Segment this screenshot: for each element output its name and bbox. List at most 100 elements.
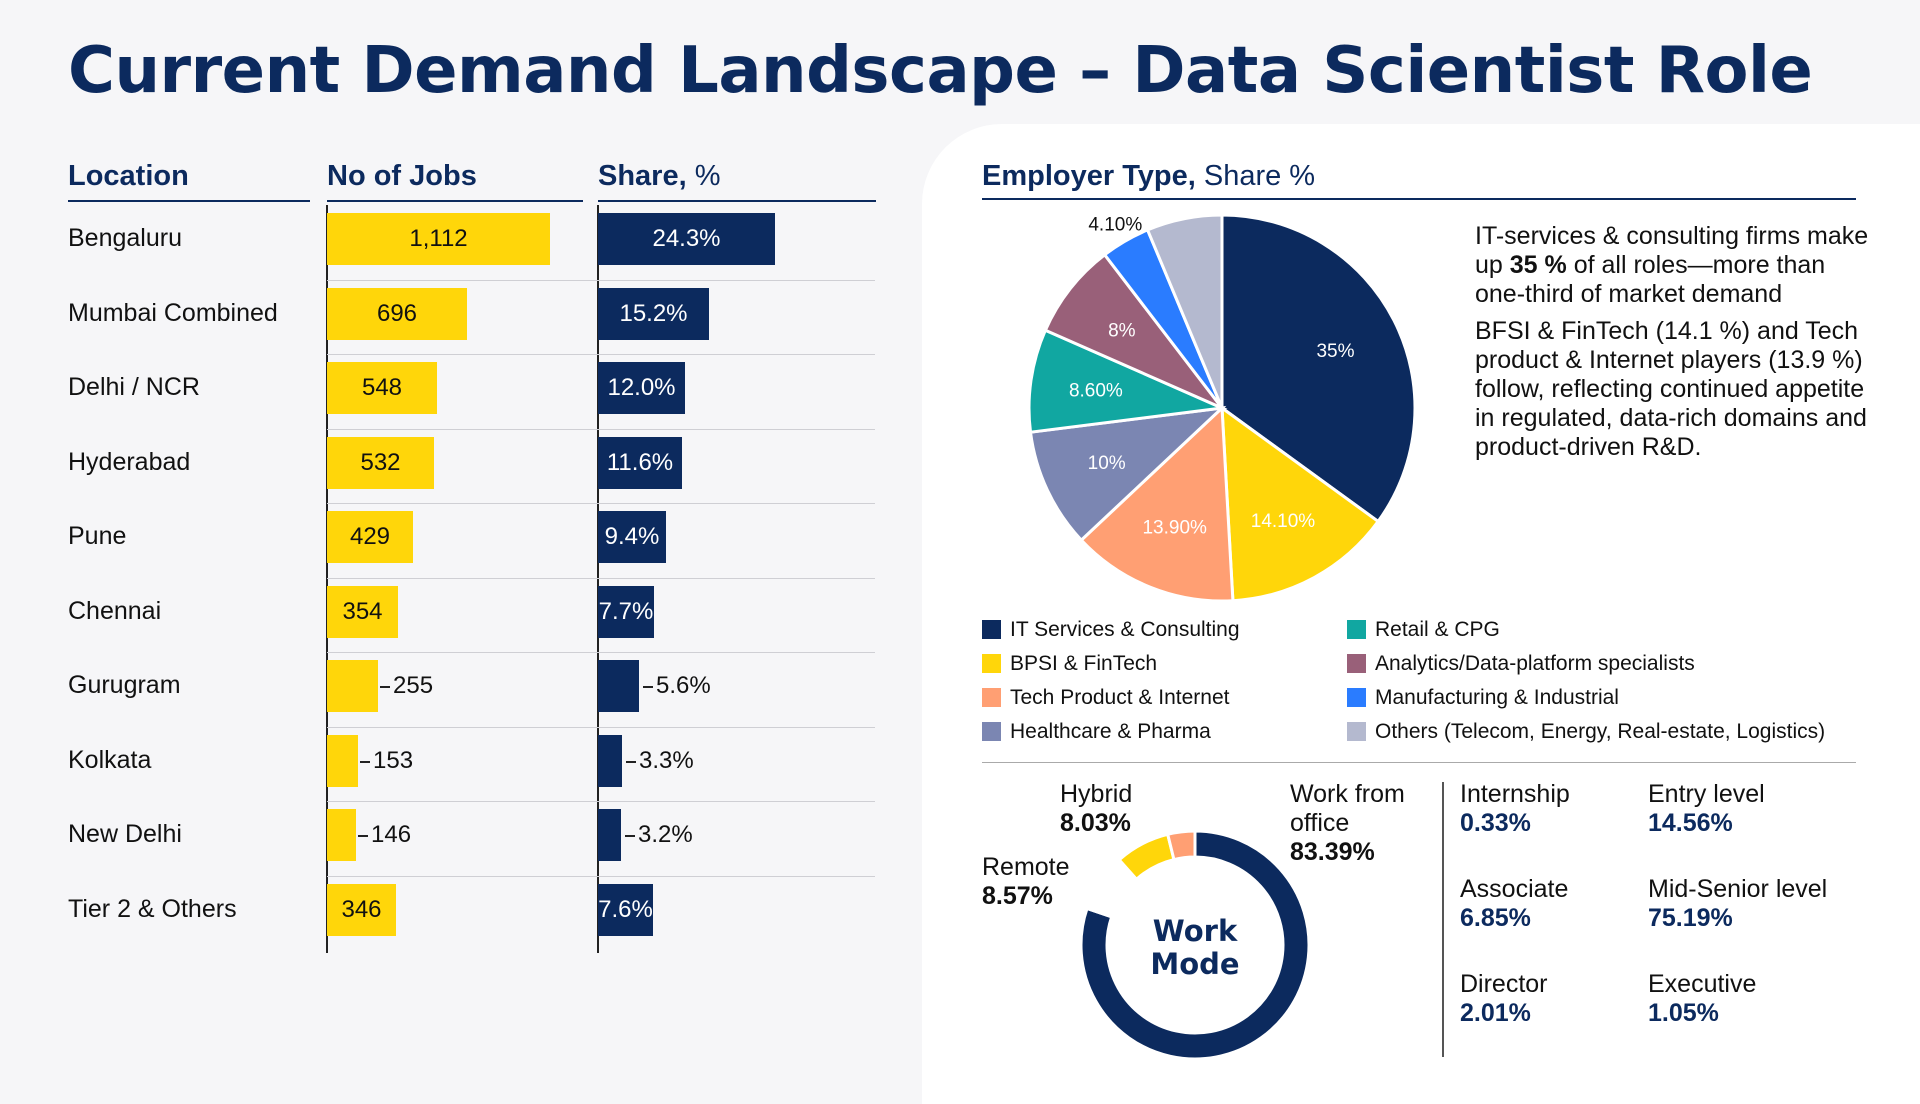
level-percent: 0.33% — [1460, 809, 1531, 837]
jobs-value-label: 532 — [360, 448, 401, 476]
row-divider — [327, 875, 875, 877]
location-label: Gurugram — [68, 671, 181, 700]
pie-slice — [1220, 213, 1417, 524]
jobs-axis — [326, 205, 328, 953]
share-bar — [598, 511, 666, 564]
row-divider — [327, 428, 875, 430]
label-tick — [625, 835, 635, 838]
share-value-label: 3.3% — [639, 746, 694, 774]
location-label: Hyderabad — [68, 447, 191, 476]
hybrid-label: Hybrid 8.03% — [1060, 780, 1133, 837]
row-divider — [327, 503, 875, 504]
jobs-value-label: 146 — [371, 821, 412, 849]
jobs-bar — [327, 883, 396, 936]
experience-level: Internship 0.33% — [1460, 780, 1570, 838]
jobs-header: No of Jobs — [327, 160, 583, 202]
legend-swatch — [1347, 722, 1366, 741]
jobs-value-label: 429 — [349, 523, 391, 551]
row-divider — [327, 801, 875, 802]
share-value-label: 7.6% — [598, 895, 653, 923]
location-header: Location — [68, 160, 310, 202]
jobs-bar — [327, 362, 437, 415]
share-bar — [598, 436, 682, 489]
pie-slice — [1027, 328, 1228, 434]
jobs-value-label: 255 — [393, 672, 434, 700]
jobs-value-label: 696 — [376, 299, 418, 327]
jobs-value-label: 346 — [341, 895, 382, 923]
column-divider — [1442, 782, 1444, 1057]
share-bar — [598, 660, 639, 713]
level-label: Director — [1460, 970, 1548, 998]
legend-swatch — [1347, 654, 1366, 673]
legend-label: Healthcare & Pharma — [1010, 720, 1211, 743]
label-tick — [358, 835, 368, 838]
legend-label: BPSI & FinTech — [1010, 652, 1158, 675]
share-value-label: 3.2% — [638, 821, 693, 849]
label-tick — [643, 686, 653, 689]
level-percent: 6.85% — [1460, 904, 1531, 932]
share-bar — [598, 362, 685, 415]
row-divider — [327, 577, 875, 579]
pie-slice-label: 13.90% — [1142, 517, 1207, 538]
legend-swatch — [1347, 688, 1366, 707]
location-label: New Delhi — [68, 820, 182, 849]
pie-slice-label: 14.10% — [1251, 511, 1316, 532]
share-value-label: 12.0% — [607, 374, 676, 402]
office-label: Work from office 83.39% — [1290, 780, 1405, 866]
jobs-value-label: 354 — [342, 597, 383, 625]
level-percent: 1.05% — [1648, 999, 1719, 1027]
pie-slice — [1043, 252, 1224, 410]
page-title: Current Demand Landscape – Data Scientis… — [68, 34, 1813, 108]
pie-slice — [1079, 404, 1235, 603]
legend-label: Manufacturing & Industrial — [1375, 686, 1619, 709]
pie-slice — [1028, 405, 1227, 543]
pie-slice-label: 8.60% — [1069, 381, 1123, 402]
share-bar — [598, 734, 622, 787]
experience-level: Executive 1.05% — [1648, 970, 1756, 1028]
legend-label: Analytics/Data-platform specialists — [1375, 652, 1695, 675]
level-label: Associate — [1460, 875, 1569, 903]
jobs-value-label: 153 — [373, 746, 414, 774]
jobs-bar — [327, 660, 378, 713]
share-value-label: 24.3% — [652, 225, 721, 253]
pie-slice-label: 6.30% — [1153, 210, 1207, 211]
jobs-bar — [327, 287, 467, 340]
row-divider — [327, 279, 875, 281]
share-header: Share, % — [598, 160, 876, 202]
share-bar — [598, 287, 709, 340]
share-bar — [598, 809, 621, 862]
jobs-bar — [327, 809, 356, 862]
share-axis — [597, 205, 599, 953]
share-value-label: 5.6% — [656, 672, 711, 700]
jobs-bar — [327, 436, 434, 489]
row-divider — [327, 652, 875, 653]
experience-level: Entry level 14.56% — [1648, 780, 1765, 838]
legend-label: Tech Product & Internet — [1010, 686, 1230, 709]
legend-swatch — [982, 722, 1001, 741]
label-tick — [380, 686, 390, 689]
pie-slice-label: 10% — [1088, 453, 1126, 474]
location-label: Kolkata — [68, 745, 152, 774]
location-label: Bengaluru — [68, 224, 182, 253]
label-tick — [626, 760, 636, 763]
donut-segment — [1079, 829, 1311, 1061]
pie-slice-label: 35% — [1316, 341, 1354, 362]
pie-slice-label: 4.10% — [1088, 215, 1142, 236]
level-label: Executive — [1648, 970, 1757, 998]
level-label: Mid-Senior level — [1648, 875, 1828, 903]
legend-swatch — [982, 654, 1001, 673]
remote-label: Remote 8.57% — [982, 853, 1070, 910]
level-label: Internship — [1460, 780, 1570, 808]
donut-segment — [1165, 829, 1197, 862]
donut-center-text: Mode — [1150, 947, 1239, 981]
share-value-label: 9.4% — [604, 523, 660, 551]
share-bar — [598, 585, 654, 638]
donut-center-text: Work — [1153, 914, 1238, 948]
experience-level: Mid-Senior level 75.19% — [1648, 875, 1827, 933]
pie-slice — [1220, 404, 1381, 603]
share-value-label: 11.6% — [606, 448, 674, 476]
section-divider — [982, 762, 1856, 763]
pie-note-1: IT-services & consulting firms make up 3… — [1475, 222, 1869, 308]
experience-level: Associate 6.85% — [1460, 875, 1568, 933]
